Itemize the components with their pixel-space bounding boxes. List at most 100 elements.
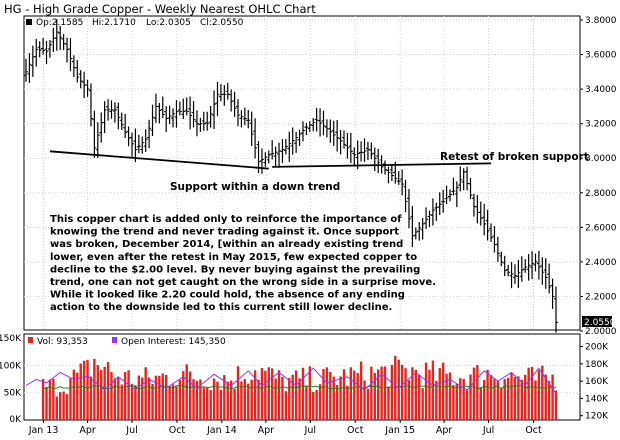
volume-bar: [380, 366, 383, 420]
volume-bar: [482, 379, 486, 420]
volume-bars: [41, 355, 558, 420]
volume-bar: [325, 367, 329, 420]
volume-bar: [206, 387, 209, 420]
volume-bar: [103, 366, 106, 420]
volume-bar: [414, 369, 418, 420]
annotation-retest: Retest of broken support: [440, 151, 589, 163]
price-tick-label: 2.4000: [585, 258, 617, 268]
volume-bar: [445, 373, 448, 420]
oi-tick-label: 180K: [585, 360, 609, 370]
volume-bar: [216, 381, 219, 420]
volume-bar: [134, 385, 137, 420]
volume-bar: [48, 379, 52, 420]
volume-bar: [137, 375, 141, 420]
volume-bar: [294, 370, 298, 420]
volume-bar: [233, 389, 236, 420]
commentary-line: lower, even after the retest in May 2015…: [50, 252, 417, 263]
volume-bar: [400, 364, 404, 420]
legend-close: Cl:2.0550: [200, 18, 244, 28]
volume-bar: [465, 390, 469, 420]
volume-bar: [315, 389, 318, 420]
volume-bar: [541, 365, 544, 420]
volume-bar: [52, 378, 55, 420]
volume-bar: [305, 385, 308, 420]
volume-bar: [253, 370, 257, 420]
volume-bar: [493, 378, 496, 420]
volume-bar: [250, 379, 253, 420]
volume-bar: [72, 369, 76, 420]
volume-bar: [469, 374, 472, 420]
volume-bar: [45, 386, 48, 420]
oi-tick-label: 160K: [585, 377, 609, 387]
volume-bar: [459, 378, 462, 420]
volume-bar: [130, 383, 134, 420]
volume-bar: [223, 375, 226, 420]
annotation-support: Support within a down trend: [170, 181, 340, 193]
volume-bar: [151, 383, 154, 420]
volume-bar: [301, 367, 305, 420]
volume-bar: [438, 368, 441, 420]
oi-tick-label: 200K: [585, 343, 609, 353]
volume-bar: [113, 378, 117, 420]
price-tick-label: 3.2000: [585, 120, 617, 130]
volume-bar: [489, 375, 493, 420]
volume-bar: [175, 386, 178, 420]
volume-bar: [277, 370, 281, 420]
volume-bar: [291, 374, 294, 420]
volume-bar: [209, 390, 212, 420]
x-tick-label: Jan 15: [384, 425, 415, 436]
volume-bar: [69, 378, 72, 420]
volume-bar: [161, 373, 164, 420]
volume-bar: [476, 365, 479, 420]
commentary-line: was broken, December 2014, [within an al…: [50, 239, 403, 250]
price-tick-label: 3.4000: [585, 85, 617, 95]
x-tick-label: Oct: [347, 425, 364, 436]
price-panel: [23, 15, 581, 331]
volume-bar: [356, 373, 359, 420]
volume-bar: [462, 378, 465, 420]
volume-bar: [195, 380, 199, 420]
volume-bar: [318, 384, 322, 420]
volume-bar: [58, 392, 62, 420]
legend-open-interest: Open Interest: 145,350: [121, 337, 226, 347]
price-tick-label: 3.0000: [585, 154, 617, 164]
volume-bar: [551, 374, 554, 420]
last-price-label: 2.0550: [584, 318, 616, 328]
volume-bar: [530, 366, 534, 420]
oi-tick-label: 120K: [585, 412, 609, 422]
volume-tick-label: 0K: [9, 415, 22, 425]
volume-bar: [212, 378, 216, 420]
volume-legend: Vol: 93,353 Open Interest: 145,350: [28, 337, 226, 347]
volume-bar: [82, 360, 86, 420]
volume-bar: [524, 374, 527, 420]
volume-bar: [452, 385, 455, 420]
volume-bar: [322, 368, 325, 420]
x-tick-label: Apr: [258, 425, 275, 436]
volume-bar: [527, 367, 530, 420]
volume-bar: [123, 371, 127, 420]
support-trend-line: [49, 150, 269, 170]
volume-bar: [346, 385, 349, 420]
volume-bar: [219, 389, 223, 420]
volume-bar: [373, 373, 376, 420]
volume-bar: [421, 388, 424, 420]
volume-bar: [267, 367, 270, 420]
volume-bar: [387, 386, 390, 420]
volume-bar: [486, 369, 489, 420]
volume-bar: [520, 379, 524, 420]
volume-bar: [141, 377, 144, 420]
x-axis: Jan 13 Apr Jul Oct Jan 14 Apr Jul Oct Jan 15 Apr J…: [28, 420, 542, 436]
volume-bar: [284, 391, 288, 420]
volume-bar: [366, 388, 370, 420]
volume-bar: [226, 381, 229, 420]
volume-bar: [127, 370, 130, 420]
x-tick-label: Jan 13: [28, 425, 59, 436]
volume-bar: [500, 387, 503, 420]
volume-bar: [182, 371, 185, 420]
volume-bar: [185, 364, 188, 420]
volume-bar: [376, 369, 380, 420]
volume-bar: [79, 363, 82, 420]
oi-tick-label: 140K: [585, 394, 609, 404]
legend-high: Hi:2.1710: [92, 18, 136, 28]
legend-open: Op:2.1585: [36, 18, 83, 28]
